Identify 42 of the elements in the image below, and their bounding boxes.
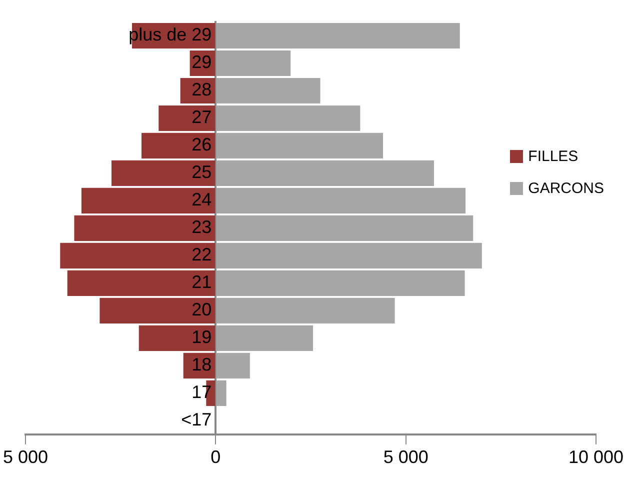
bar [216, 325, 314, 351]
bar [216, 380, 226, 406]
bar [216, 160, 434, 186]
y-tick-label: 19 [192, 327, 212, 348]
bar [216, 298, 395, 324]
y-tick-label: 21 [192, 272, 212, 292]
y-tick-label: 18 [192, 354, 212, 375]
bar [67, 270, 216, 296]
bar [138, 325, 216, 351]
bar [81, 188, 216, 214]
y-tick-label: 24 [192, 190, 212, 210]
bar [74, 215, 216, 241]
y-tick-label: 23 [192, 217, 212, 238]
bar [60, 242, 216, 268]
bar [216, 132, 384, 159]
y-tick-label: 27 [192, 107, 212, 128]
x-tick-label: 5 000 [3, 447, 48, 468]
y-tick-label: 29 [192, 52, 212, 72]
bar [100, 298, 216, 324]
y-tick-label: 20 [192, 300, 212, 320]
y-tick-label: 26 [192, 134, 212, 155]
x-tick-label: 5 000 [383, 447, 428, 468]
bar [216, 270, 465, 296]
y-tick-label: 28 [192, 80, 212, 100]
y-tick-label: 25 [192, 162, 212, 182]
x-tick-label: 0 [210, 447, 221, 468]
bar [216, 352, 250, 378]
bar [142, 132, 216, 159]
x-tick-label: 10 000 [568, 447, 624, 468]
bar [158, 105, 216, 132]
bar [216, 78, 320, 104]
y-tick-label: <17 [181, 410, 212, 430]
legend-label: GARCONS [528, 180, 604, 197]
bar [216, 105, 360, 132]
y-tick-label: 22 [192, 244, 212, 265]
bar [216, 50, 291, 76]
bar [111, 160, 216, 186]
legend-label: FILLES [528, 148, 578, 165]
bar [216, 242, 482, 268]
bar [216, 188, 466, 214]
bar [216, 22, 460, 49]
bar [216, 215, 474, 241]
